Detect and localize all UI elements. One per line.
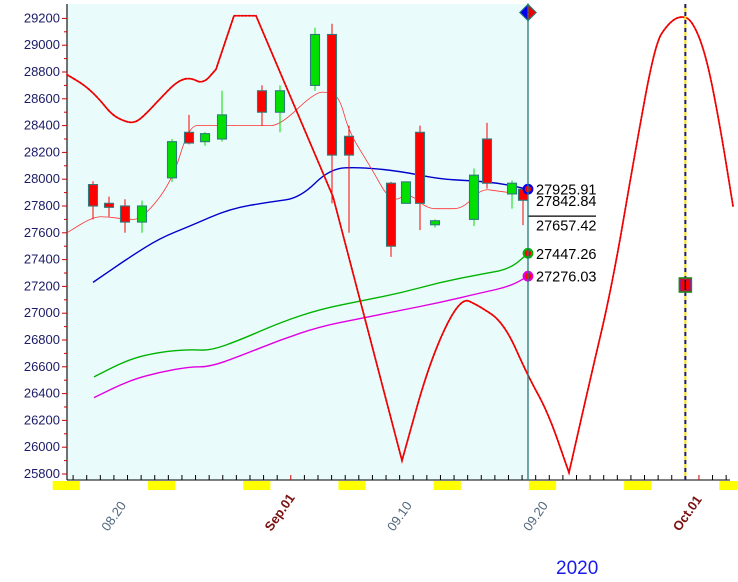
svg-text:28800: 28800 [24, 64, 60, 79]
svg-text:27200: 27200 [24, 278, 60, 293]
svg-text:27447.26: 27447.26 [536, 247, 596, 263]
svg-text:09.10: 09.10 [384, 498, 415, 533]
svg-text:26800: 26800 [24, 332, 60, 347]
svg-text:27400: 27400 [24, 252, 60, 267]
svg-text:08.20: 08.20 [98, 498, 129, 533]
svg-text:27600: 27600 [24, 225, 60, 240]
svg-text:26000: 26000 [24, 439, 60, 454]
svg-text:28400: 28400 [24, 118, 60, 133]
svg-text:28000: 28000 [24, 171, 60, 186]
svg-text:27842.84: 27842.84 [536, 194, 596, 210]
svg-text:27657.42: 27657.42 [536, 219, 596, 235]
svg-text:28200: 28200 [24, 144, 60, 159]
svg-text:Oct.01: Oct.01 [670, 493, 705, 534]
svg-text:26200: 26200 [24, 412, 60, 427]
svg-text:27800: 27800 [24, 198, 60, 213]
svg-text:27000: 27000 [24, 305, 60, 320]
svg-text:25800: 25800 [24, 466, 60, 481]
svg-text:26400: 26400 [24, 386, 60, 401]
svg-text:2020: 2020 [556, 558, 598, 579]
svg-text:28600: 28600 [24, 91, 60, 106]
svg-text:29000: 29000 [24, 37, 60, 52]
svg-text:26600: 26600 [24, 359, 60, 374]
svg-text:27276.03: 27276.03 [536, 270, 596, 286]
svg-text:09.20: 09.20 [520, 498, 551, 533]
svg-text:29200: 29200 [24, 10, 60, 25]
svg-text:Sep.01: Sep.01 [261, 491, 297, 534]
